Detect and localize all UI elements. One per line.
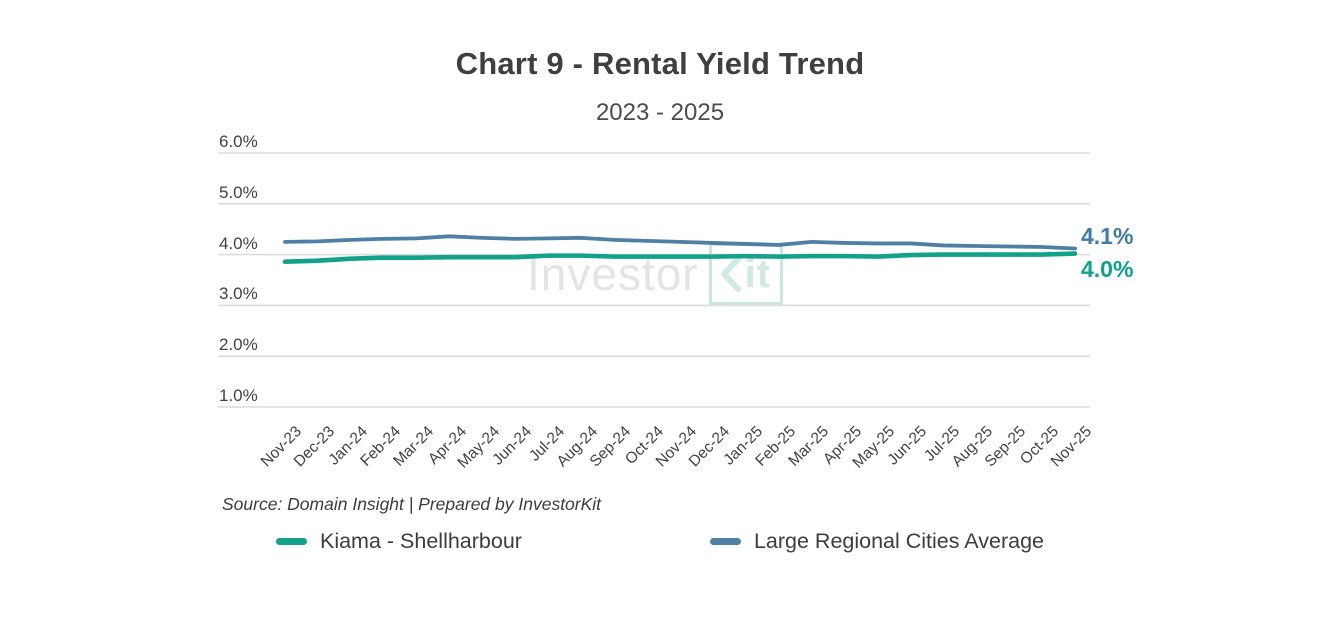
y-tick-label: 2.0% (219, 335, 258, 355)
legend: Kiama - Shellharbour Large Regional Citi… (0, 529, 1320, 554)
legend-item-regional: Large Regional Cities Average (709, 529, 1044, 554)
page-title: Chart 9 - Rental Yield Trend (455, 46, 865, 81)
y-tick-label: 5.0% (219, 182, 258, 202)
y-tick-label: 4.0% (219, 233, 258, 253)
legend-swatch-regional (709, 538, 741, 545)
legend-swatch-kiama (275, 538, 307, 545)
series-line-regional (283, 234, 1077, 251)
end-label-regional: 4.1% (1081, 223, 1134, 249)
end-label-kiama: 4.0% (1081, 256, 1134, 282)
series-line-kiama (282, 251, 1078, 265)
page-subtitle: 2023 - 2025 (595, 99, 725, 126)
y-tick-label: 3.0% (219, 284, 258, 304)
legend-item-kiama: Kiama - Shellharbour (275, 529, 522, 554)
y-tick-label: 6.0% (219, 132, 258, 151)
legend-label-regional: Large Regional Cities Average (753, 529, 1044, 553)
legend-label-kiama: Kiama - Shellharbour (319, 529, 522, 553)
source-note: Source: Domain Insight | Prepared by Inv… (222, 494, 602, 514)
y-tick-label: 1.0% (219, 386, 258, 405)
